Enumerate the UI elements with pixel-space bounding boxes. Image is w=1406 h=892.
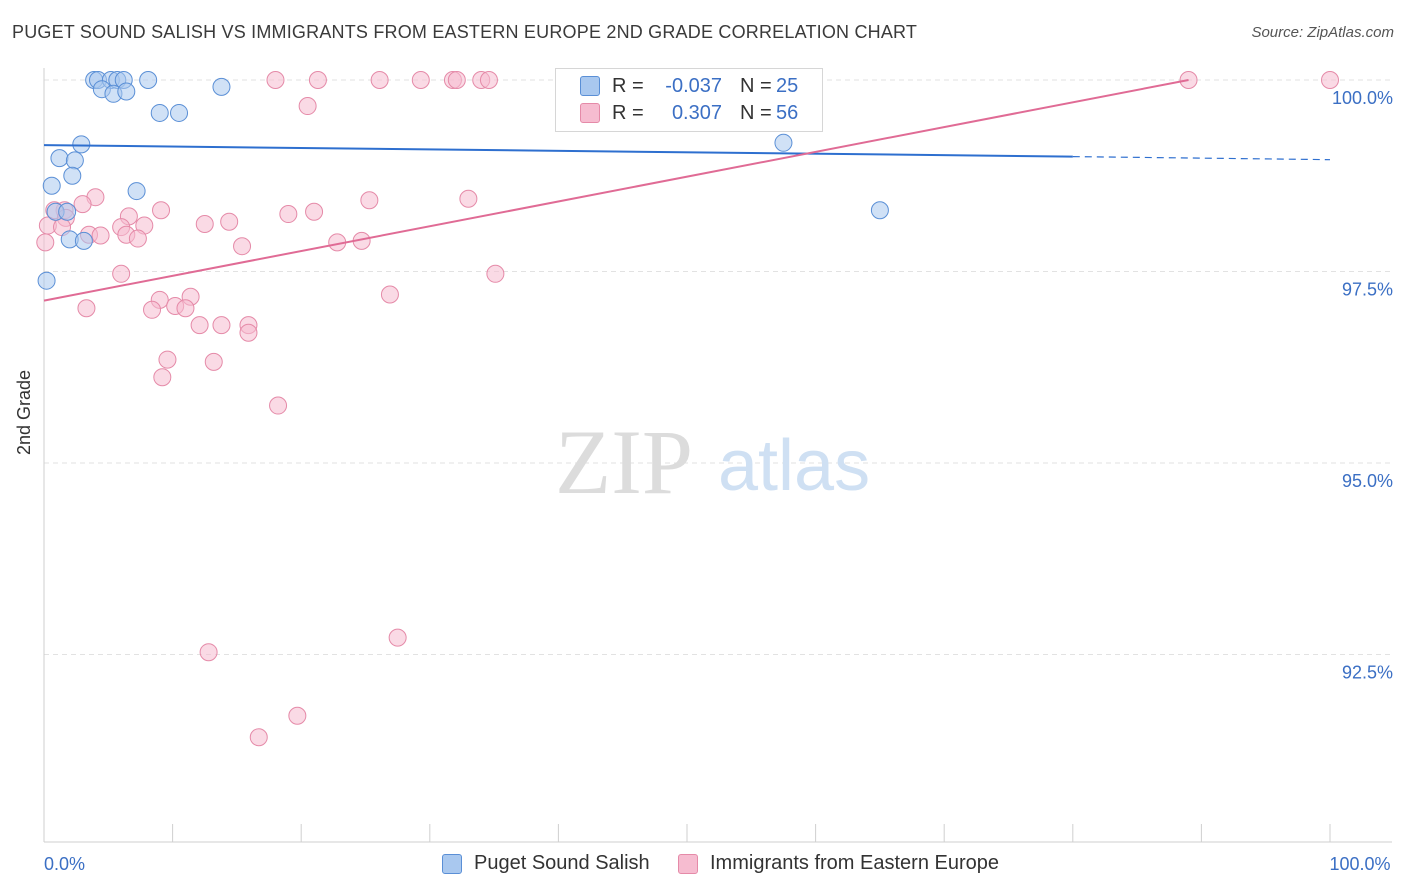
pink-data-point [190, 316, 209, 335]
n-value: 56 [776, 101, 799, 124]
pink-data-point [152, 201, 171, 220]
x-tick-label: 100.0% [1329, 854, 1390, 874]
blue-data-point [74, 231, 93, 250]
trend-lines [43, 79, 1331, 302]
blue-series-points [37, 71, 889, 290]
n-label: N = [740, 101, 772, 124]
watermark-zip: ZIP [555, 411, 693, 513]
grid-lines [44, 79, 1392, 655]
blue-data-point [150, 103, 169, 122]
source-label: Source: ZipAtlas.com [1251, 24, 1394, 41]
pink-data-point [195, 215, 214, 234]
pink-series-points [36, 71, 1339, 747]
pink-data-point [1321, 71, 1339, 89]
r-label: R = [612, 74, 644, 97]
legend-label: Immigrants from Eastern Europe [710, 852, 999, 874]
legend-label: Puget Sound Salish [474, 852, 650, 874]
blue-data-point [72, 135, 91, 154]
y-tick-label: 100.0% [1332, 88, 1393, 108]
blue-data-point [37, 271, 56, 290]
pink-data-point [360, 191, 379, 210]
legend-item-puget-sound-salish[interactable]: Puget Sound Salish [442, 852, 650, 875]
pink-data-point [158, 350, 177, 369]
pink-data-point [288, 706, 307, 725]
pink-data-point [388, 628, 407, 647]
blue-data-point [170, 103, 189, 122]
legend-row-pink: R = 0.307 N = 56 [580, 100, 798, 126]
blue-data-point [127, 182, 146, 201]
r-value: -0.037 [665, 74, 722, 97]
watermark: ZIP atlas [555, 411, 870, 513]
r-value: 0.307 [671, 101, 722, 124]
pink-data-point [143, 300, 162, 319]
blue-trend-extension [1072, 156, 1331, 161]
y-tick-label: 92.5% [1342, 663, 1393, 683]
n-label: N = [740, 74, 772, 97]
blue-data-point [50, 149, 69, 168]
pink-data-point [239, 323, 258, 342]
blue-swatch [442, 853, 462, 874]
stats-legend: R = -0.037 N = 25 R = 0.307 N = 56 [555, 68, 823, 132]
pink-data-point [486, 264, 505, 283]
pink-data-point [199, 643, 218, 662]
pink-data-point [112, 264, 131, 283]
watermark-atlas: atlas [718, 426, 870, 506]
blue-data-point [65, 151, 84, 170]
pink-data-point [305, 202, 324, 221]
y-axis-label: 2nd Grade [14, 369, 34, 455]
pink-data-point [220, 212, 239, 231]
pink-data-point [77, 299, 96, 318]
pink-data-point [279, 205, 298, 224]
legend-row-blue: R = -0.037 N = 25 [580, 73, 798, 99]
pink-data-point [233, 237, 252, 256]
x-tick-label: 0.0% [44, 854, 85, 874]
pink-trend-line [43, 79, 1189, 302]
n-value: 25 [776, 74, 799, 97]
chart-title: PUGET SOUND SALISH VS IMMIGRANTS FROM EA… [12, 22, 918, 42]
blue-data-point [212, 77, 231, 96]
pink-swatch [580, 103, 600, 123]
y-tick-labels: 100.0% 97.5% 95.0% 92.5% [1332, 88, 1393, 683]
blue-swatch [580, 76, 600, 96]
pink-data-point [411, 71, 430, 89]
blue-data-point [63, 166, 82, 185]
pink-data-point [73, 195, 92, 214]
pink-data-point [298, 97, 317, 116]
pink-data-point [128, 229, 147, 248]
pink-data-point [36, 233, 55, 252]
blue-data-point [117, 82, 136, 101]
blue-trend-line [43, 144, 1073, 158]
blue-data-point [774, 133, 793, 152]
blue-data-point [139, 71, 158, 89]
pink-data-point [459, 189, 478, 208]
pink-data-point [153, 368, 172, 387]
y-tick-label: 95.0% [1342, 471, 1393, 491]
pink-data-point [479, 71, 498, 89]
blue-data-point [58, 202, 77, 221]
x-tick-labels: 0.0% 100.0% [44, 854, 1391, 874]
pink-data-point [266, 71, 285, 89]
series-legend: Puget Sound Salish Immigrants from Easte… [0, 852, 1406, 878]
pink-data-point [370, 71, 389, 89]
pink-data-point [176, 299, 195, 318]
pink-data-point [380, 285, 399, 304]
pink-data-point [269, 396, 288, 415]
pink-data-point [91, 226, 110, 245]
pink-swatch [678, 853, 698, 874]
axes [43, 68, 1392, 843]
r-label: R = [612, 101, 644, 124]
pink-data-point [308, 71, 327, 89]
y-tick-label: 97.5% [1342, 280, 1393, 300]
legend-item-immigrants-eastern-europe[interactable]: Immigrants from Eastern Europe [678, 852, 999, 875]
pink-data-point [249, 728, 268, 747]
pink-data-point [447, 71, 466, 89]
pink-data-point [212, 316, 231, 335]
pink-data-point [204, 352, 223, 371]
blue-data-point [870, 201, 889, 220]
blue-data-point [42, 176, 61, 195]
